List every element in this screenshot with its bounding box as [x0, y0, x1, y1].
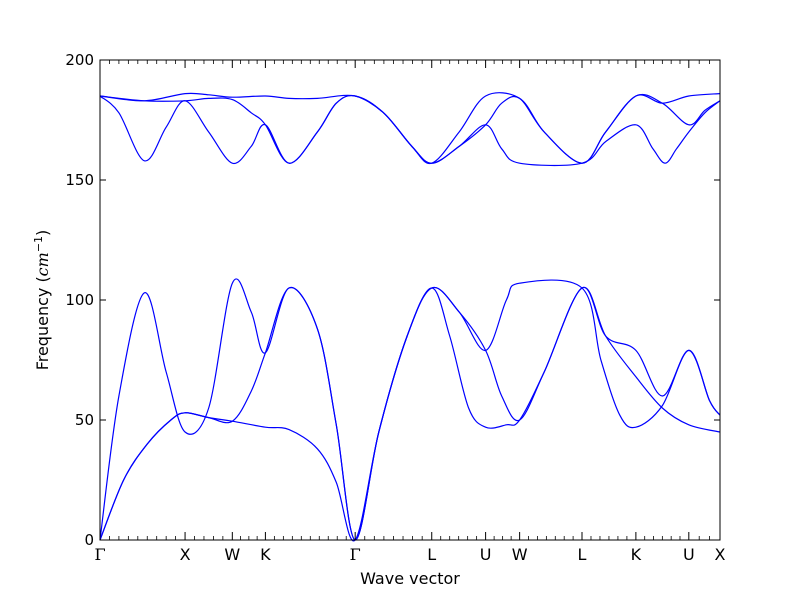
y-axis-label: Frequency (cm−1)	[32, 230, 52, 371]
y-tick-label-1: 50	[75, 411, 94, 429]
x-tick-label-9: K	[631, 545, 642, 564]
x-tick-label-1: X	[180, 545, 191, 564]
x-tick-label-4: Γ	[350, 545, 361, 564]
series-lines	[99, 92, 721, 542]
x-axis-label: Wave vector	[360, 569, 460, 588]
x-tick-label-0: Γ	[94, 545, 105, 564]
y-tick-label-3: 150	[65, 171, 94, 189]
y-tick-label-4: 200	[65, 51, 94, 69]
y-axis: 0 50 100 150 200	[65, 51, 720, 549]
x-tick-label-8: L	[578, 545, 587, 564]
y-axis-label-unit-base: cm	[33, 252, 52, 276]
x-tick-label-7: W	[512, 545, 528, 564]
series-line-6	[99, 92, 721, 164]
x-tick-label-2: W	[224, 545, 240, 564]
y-axis-label-text: Frequency	[33, 288, 52, 371]
x-tick-label-6: U	[480, 545, 492, 564]
y-axis-label-unit-close: )	[33, 230, 52, 236]
x-tick-label-5: L	[427, 545, 436, 564]
x-tick-label-10: U	[683, 545, 695, 564]
x-tick-label-3: K	[260, 545, 271, 564]
y-tick-label-0: 0	[84, 531, 94, 549]
y-axis-label-unit-exp: −1	[32, 236, 45, 252]
x-tick-label-11: X	[715, 545, 726, 564]
y-axis-label-unit-open: (	[33, 276, 52, 287]
y-tick-label-2: 100	[65, 291, 94, 309]
series-line-3	[99, 278, 721, 541]
plot-area	[100, 60, 720, 540]
plot-frame	[99, 59, 721, 541]
